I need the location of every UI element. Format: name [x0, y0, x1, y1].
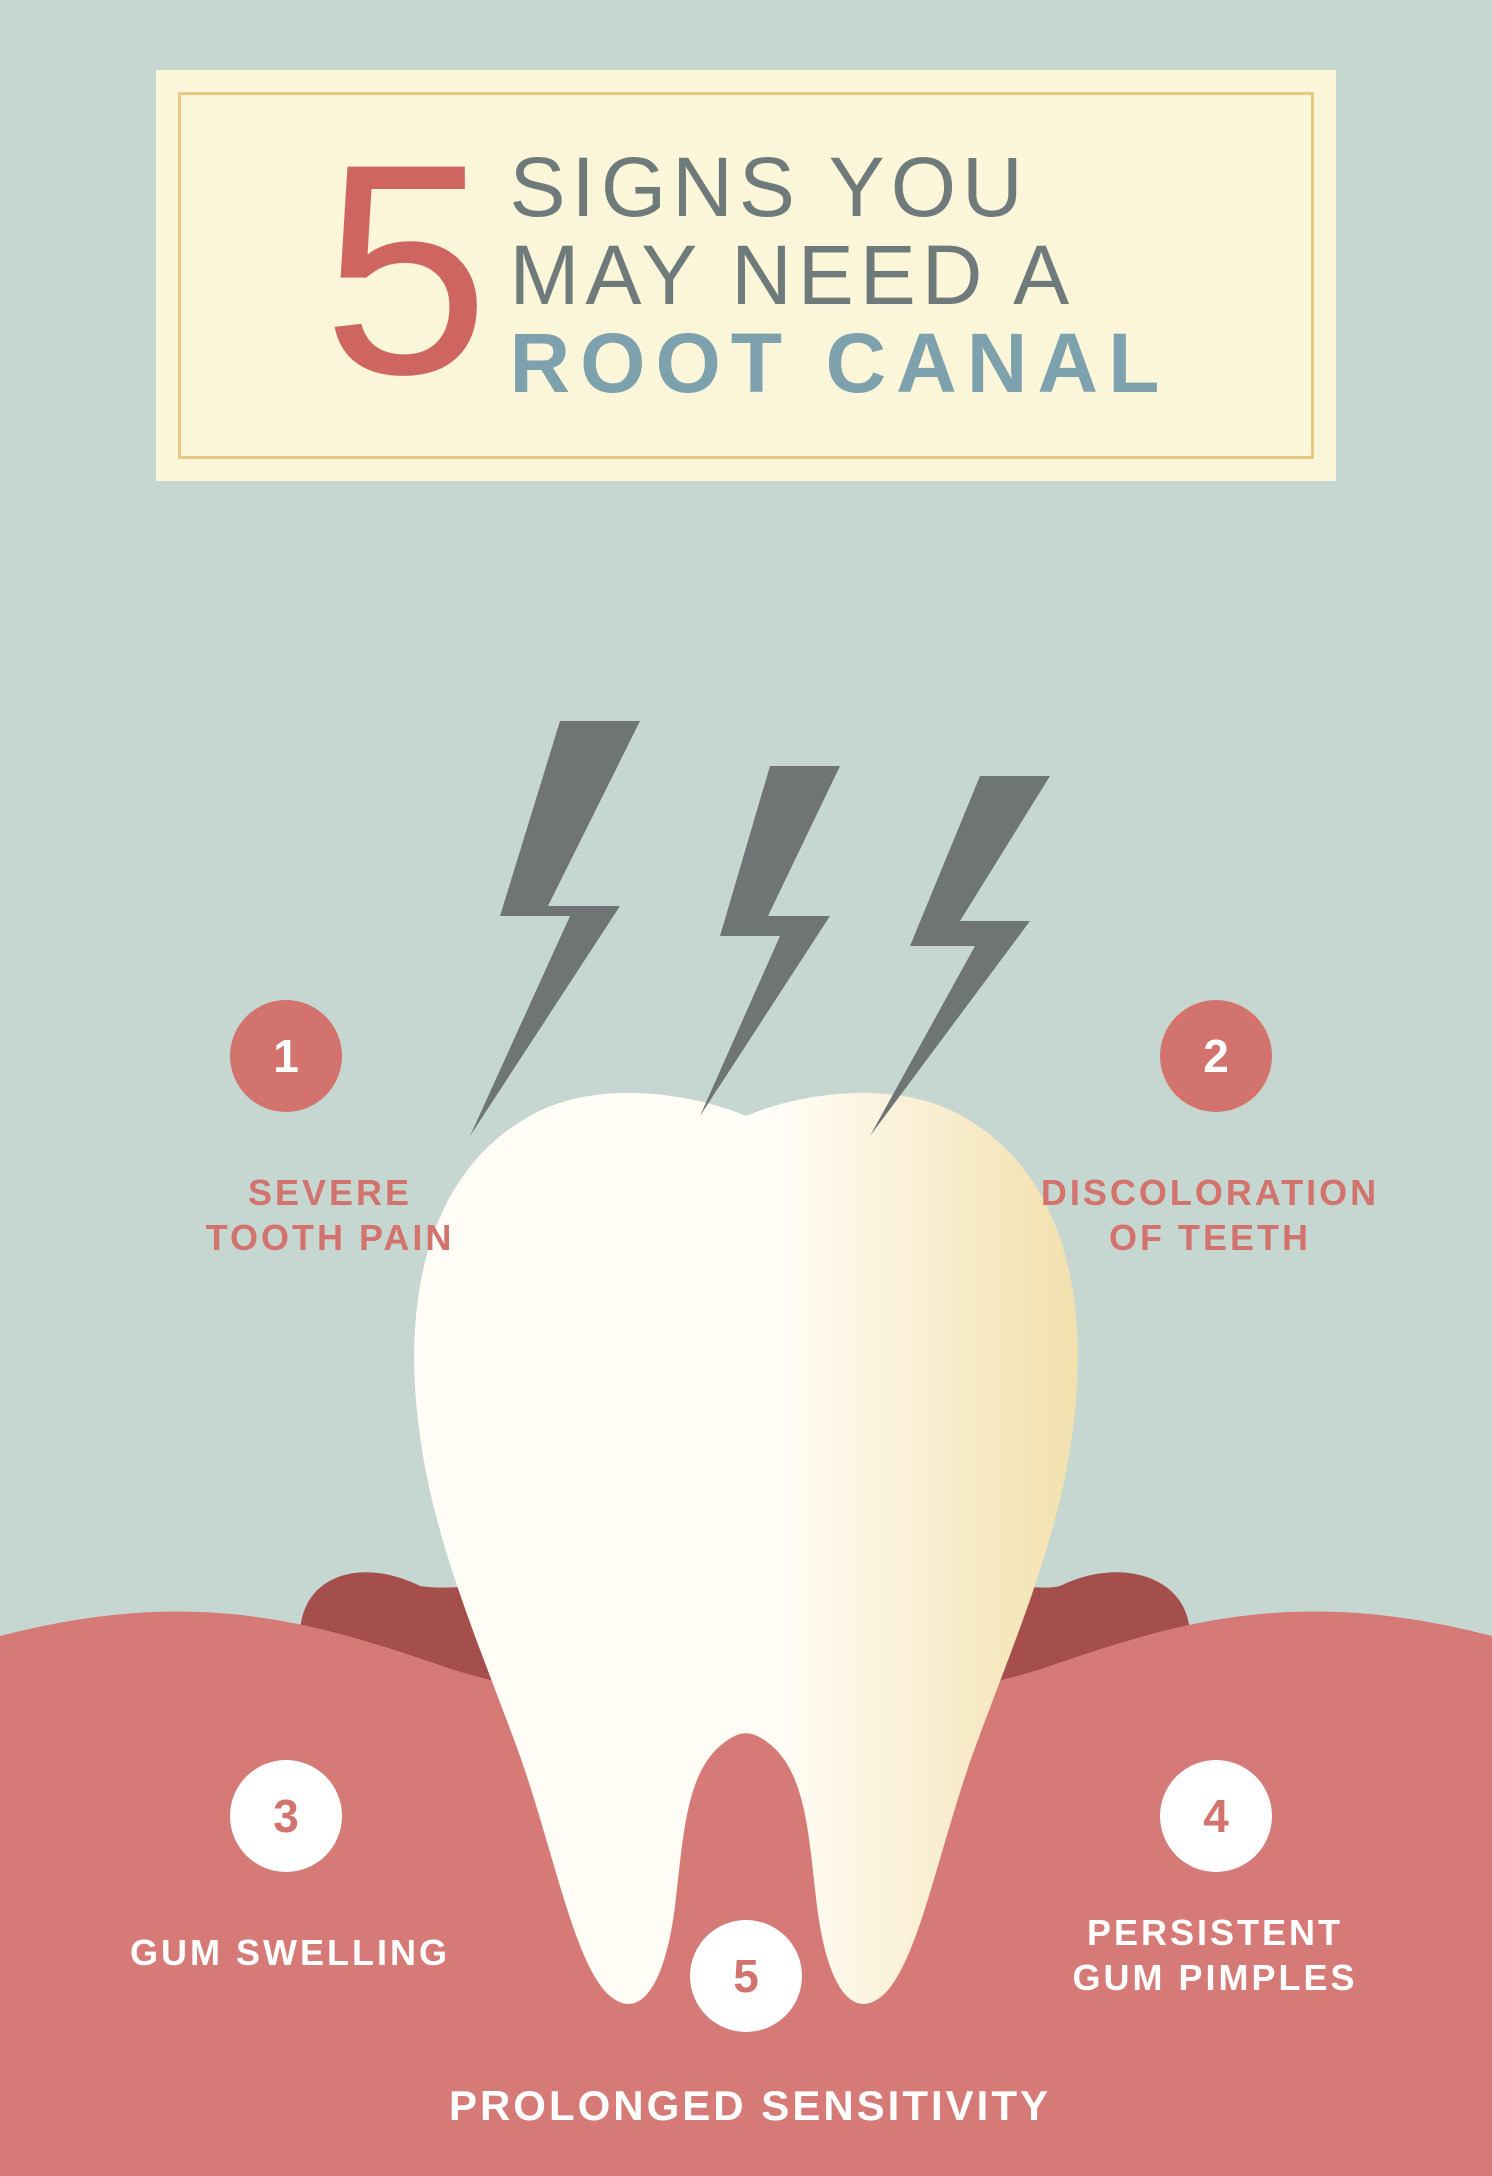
lightning-bolt-icon — [870, 776, 1050, 1136]
lightning-bolt-icon — [700, 766, 840, 1116]
title-box: 5 SIGNS YOU MAY NEED A ROOT CANAL — [156, 70, 1336, 481]
sign-badge-4: 4 — [1160, 1760, 1272, 1872]
sign-label-1: SEVERE TOOTH PAIN — [130, 1170, 530, 1260]
sign-badge-5: 5 — [690, 1920, 802, 2032]
sign-number: 4 — [1203, 1789, 1229, 1843]
title-text: SIGNS YOU MAY NEED A ROOT CANAL — [509, 143, 1169, 408]
title-line-1: SIGNS YOU — [509, 143, 1169, 231]
title-inner: 5 SIGNS YOU MAY NEED A ROOT CANAL — [178, 92, 1314, 459]
infographic-canvas: 5 SIGNS YOU MAY NEED A ROOT CANAL — [0, 0, 1492, 2176]
sign-label-4: PERSISTENT GUM PIMPLES — [980, 1910, 1450, 2000]
title-number: 5 — [323, 149, 480, 389]
title-line-2: MAY NEED A — [509, 231, 1169, 319]
sign-badge-3: 3 — [230, 1760, 342, 1872]
sign-label-5: PROLONGED SENSITIVITY — [300, 2080, 1200, 2133]
title-line-3: ROOT CANAL — [509, 319, 1169, 407]
lightning-bolt-icon — [470, 721, 640, 1136]
sign-number: 3 — [273, 1789, 299, 1843]
sign-number: 2 — [1203, 1029, 1229, 1083]
sign-number: 5 — [733, 1949, 759, 2003]
pain-bolts — [470, 721, 1050, 1136]
sign-label-3: GUM SWELLING — [60, 1930, 520, 1975]
sign-label-2: DISCOLORATION OF TEETH — [960, 1170, 1460, 1260]
sign-number: 1 — [273, 1029, 299, 1083]
sign-badge-1: 1 — [230, 1000, 342, 1112]
sign-badge-2: 2 — [1160, 1000, 1272, 1112]
